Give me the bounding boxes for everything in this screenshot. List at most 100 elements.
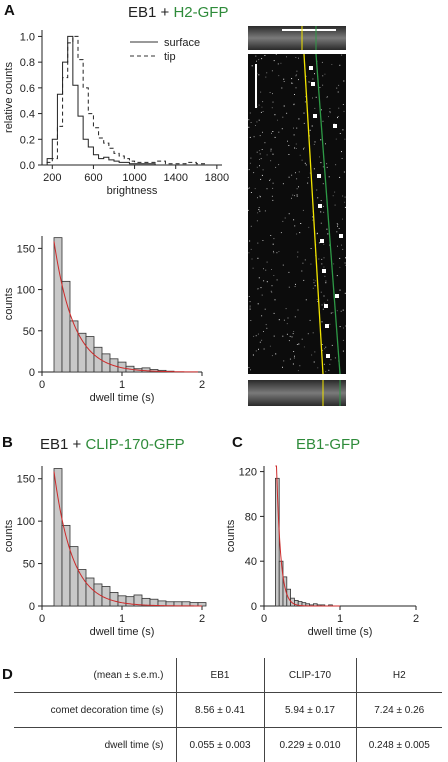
kymograph-speckle	[301, 271, 302, 272]
kymograph-speckle	[327, 96, 328, 97]
table-cell: 7.24 ± 0.26	[356, 693, 442, 728]
kymograph-speckle	[329, 324, 330, 325]
kymograph-speckle	[336, 88, 337, 89]
brightness-y-tick-label: 0.8	[20, 57, 35, 69]
kymograph-speckle	[311, 248, 312, 249]
kymograph-speckle	[323, 267, 324, 268]
legend-tip-label: tip	[164, 51, 176, 63]
kymograph-speckle	[329, 108, 330, 109]
brightness-y-axis-label: relative counts	[3, 62, 15, 133]
kymograph-speckle	[266, 72, 267, 73]
kymograph-speckle	[289, 340, 290, 341]
kymograph-speckle	[314, 168, 315, 169]
kymograph-speckle	[283, 265, 284, 266]
kymograph-speckle	[321, 223, 322, 224]
dwell-a-bar	[54, 238, 62, 372]
kymograph-speckle	[321, 109, 322, 110]
kymograph-speckle	[322, 304, 323, 305]
kymograph-speckle	[251, 192, 252, 193]
kymograph-speckle	[250, 163, 251, 164]
panel-a-title-protein: H2-GFP	[173, 4, 228, 21]
kymograph-speckle	[272, 107, 273, 108]
kymograph-speckle	[343, 81, 344, 82]
kymograph-speckle	[261, 340, 262, 341]
kymograph-speckle	[258, 209, 259, 210]
kymograph-comet-spot	[335, 294, 339, 298]
kymograph-speckle	[252, 259, 253, 260]
kymograph-comet-spot	[322, 269, 326, 273]
dwell-b-x-axis-label: dwell time (s)	[90, 626, 155, 638]
kymograph-speckle	[261, 58, 262, 59]
kymograph-speckle	[250, 158, 251, 159]
kymograph-speckle	[294, 94, 295, 95]
kymograph-speckle	[262, 240, 263, 241]
dwell-a-y-axis-label: counts	[3, 287, 15, 320]
kymograph-speckle	[312, 220, 313, 221]
kymograph-speckle	[314, 351, 315, 352]
kymograph-speckle	[271, 291, 272, 292]
kymograph-speckle	[267, 154, 268, 155]
kymograph-comet-spot	[317, 174, 321, 178]
table-row-label: dwell time (s)	[14, 728, 176, 762]
kymograph-comet-spot	[320, 239, 324, 243]
kymograph-speckle	[312, 126, 313, 127]
panel-b-title: EB1 + CLIP-170-GFP	[40, 436, 185, 453]
legend-surface-label: surface	[164, 37, 200, 49]
kymograph-speckle	[289, 177, 290, 178]
kymograph-speckle	[260, 342, 261, 343]
kymograph-speckle	[315, 280, 316, 281]
kymograph-speckle	[345, 293, 346, 294]
dwell-b-y-tick-label: 100	[17, 516, 35, 528]
dwell-b-x-tick-label: 1	[119, 613, 125, 625]
kymograph-speckle	[322, 85, 323, 86]
kymograph-speckle	[284, 106, 285, 107]
kymograph-speckle	[344, 172, 345, 173]
kymograph-speckle	[308, 177, 309, 178]
kymograph-speckle	[298, 344, 299, 345]
table-cell: 8.56 ± 0.41	[176, 693, 264, 728]
kymograph-speckle	[294, 356, 295, 357]
kymograph-speckle	[278, 75, 279, 76]
kymograph-speckle	[273, 275, 274, 276]
kymograph-speckle	[250, 137, 251, 138]
kymograph-speckle	[265, 270, 266, 271]
kymograph-speckle	[257, 167, 258, 168]
kymograph-speckle	[259, 277, 260, 278]
kymograph-speckle	[297, 196, 298, 197]
dwell-b-bar	[110, 592, 118, 606]
kymograph-speckle	[323, 166, 324, 167]
kymograph-speckle	[250, 320, 251, 321]
kymograph-speckle	[337, 223, 338, 224]
kymograph-speckle	[250, 113, 251, 114]
kymograph-speckle	[261, 287, 262, 288]
kymograph-comet-spot	[318, 204, 322, 208]
kymograph-comet-spot	[309, 66, 313, 70]
kymograph-speckle	[343, 104, 344, 105]
kymograph-speckle	[320, 211, 321, 212]
kymograph-speckle	[323, 206, 324, 207]
kymograph-speckle	[304, 147, 305, 148]
kymograph-speckle	[341, 151, 342, 152]
kymograph-speckle	[314, 144, 315, 145]
dwell-b-bar	[94, 584, 102, 606]
kymograph-speckle	[249, 296, 250, 297]
kymograph-speckle	[335, 205, 336, 206]
table-cell: 0.248 ± 0.005	[356, 728, 442, 762]
panel-a-title-prefix: EB1 +	[128, 4, 173, 21]
kymograph-speckle	[264, 55, 265, 56]
kymograph-speckle	[248, 188, 249, 189]
kymograph-speckle	[345, 207, 346, 208]
kymograph-speckle	[274, 60, 275, 61]
kymograph-speckle	[332, 345, 333, 346]
kymograph-comet-spot	[324, 304, 328, 308]
kymograph-speckle	[263, 111, 264, 112]
kymograph-speckle	[297, 194, 298, 195]
kymograph-speckle	[287, 334, 288, 335]
kymograph-speckle	[255, 188, 256, 189]
kymograph-speckle	[248, 367, 249, 368]
panel-b-title-prefix: EB1 +	[40, 436, 85, 453]
kymograph-speckle	[319, 156, 320, 157]
kymograph-speckle	[323, 309, 324, 310]
